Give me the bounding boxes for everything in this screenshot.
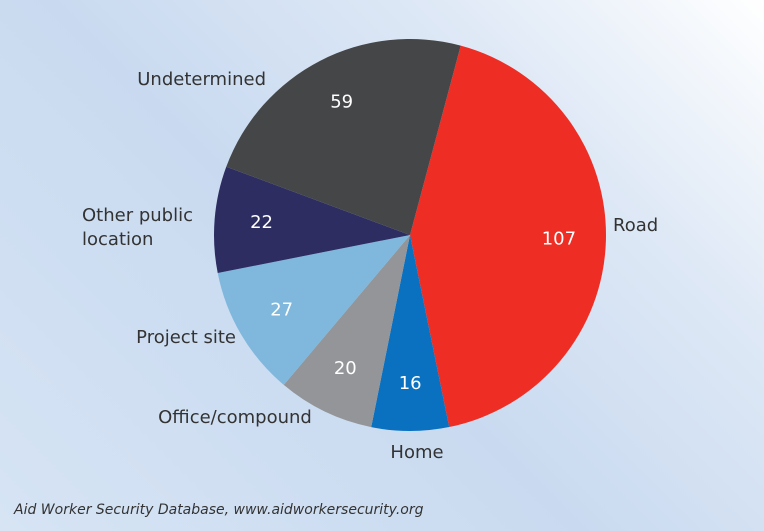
pie-slice <box>371 235 450 431</box>
pie-slice <box>410 45 607 428</box>
value-label: 16 <box>399 373 422 394</box>
category-label: Undetermined <box>137 69 266 90</box>
value-label: 107 <box>542 229 576 250</box>
pie-slice <box>226 38 461 235</box>
value-label: 20 <box>334 358 357 379</box>
source-note: Aid Worker Security Database, www.aidwor… <box>14 502 424 518</box>
category-label: Project site <box>136 327 236 348</box>
value-label: 27 <box>270 300 293 321</box>
pie-slice <box>283 235 410 428</box>
pie-slice <box>214 166 410 273</box>
category-label: Home <box>390 442 444 463</box>
value-label: 59 <box>330 92 353 113</box>
pie-slice <box>217 235 410 385</box>
value-label: 22 <box>250 212 273 233</box>
category-label: Other public location <box>82 205 193 250</box>
category-label: Office/compound <box>158 407 312 428</box>
category-label: Road <box>613 215 659 236</box>
